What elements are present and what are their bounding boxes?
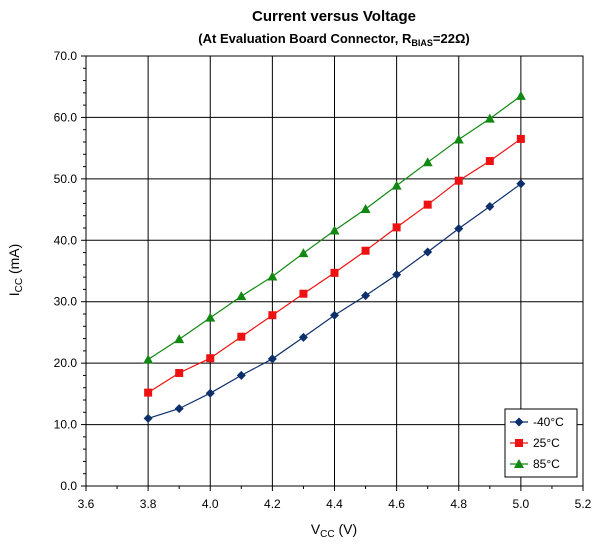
data-point-85c	[515, 90, 526, 100]
y-axis: 0.0 10.0 20.0 30.0 40.0 50.0 60.0 70.0	[54, 49, 86, 493]
series-group	[143, 90, 526, 423]
series-85c	[143, 90, 526, 364]
data-point-25c	[330, 268, 339, 277]
chart-subtitle-subscript: BIAS	[411, 38, 433, 48]
data-point-25c	[392, 223, 401, 232]
legend: -40°C 25°C 85°C	[504, 408, 578, 478]
data-point-40c	[267, 354, 277, 364]
x-axis-label: VCC (V)	[311, 521, 357, 540]
chart-title: Current versus Voltage	[252, 8, 416, 25]
data-point-25c	[206, 354, 215, 363]
x-tick-label: 4.0	[202, 497, 219, 511]
data-point-25c	[268, 311, 277, 320]
x-tick-label: 3.6	[78, 497, 95, 511]
y-tick-label: 30.0	[54, 295, 78, 309]
x-axis: 3.6 3.8 4.0 4.2 4.4 4.6 4.8 5.0 5.2	[78, 486, 592, 511]
legend-label-85c: 85°C	[533, 457, 560, 471]
x-axis-label-subscript: CC	[320, 529, 334, 540]
y-axis-label-suffix: (mA)	[6, 244, 22, 278]
series-40c	[143, 179, 526, 423]
x-tick-label: 4.8	[450, 497, 467, 511]
data-point-25c	[516, 134, 525, 143]
y-tick-label: 0.0	[60, 479, 77, 493]
data-point-40c	[361, 291, 371, 301]
data-point-25c	[361, 246, 370, 255]
data-point-40c	[454, 224, 464, 234]
x-tick-label: 4.2	[264, 497, 281, 511]
data-point-85c	[236, 291, 247, 301]
data-point-40c	[330, 310, 339, 320]
data-point-25c	[423, 200, 432, 209]
series-25c	[144, 134, 525, 397]
data-point-40c	[236, 370, 246, 380]
y-tick-label: 10.0	[54, 418, 78, 432]
data-point-85c	[267, 271, 278, 281]
legend-label-40c: -40°C	[533, 415, 564, 429]
data-point-85c	[360, 203, 371, 213]
data-point-40c	[485, 202, 495, 211]
legend-marker-85c	[514, 459, 524, 468]
y-tick-label: 50.0	[54, 172, 78, 186]
y-axis-label: ICC (mA)	[6, 244, 25, 297]
legend-label-25c: 25°C	[533, 436, 560, 450]
x-axis-label-suffix: (V)	[335, 521, 358, 537]
x-tick-label: 5.0	[513, 497, 530, 511]
data-point-40c	[423, 247, 433, 257]
data-point-40c	[298, 332, 308, 342]
y-tick-label: 60.0	[54, 110, 78, 124]
data-point-85c	[329, 225, 340, 235]
data-point-25c	[175, 368, 184, 377]
data-point-40c	[205, 388, 215, 398]
data-point-85c	[143, 354, 154, 364]
y-axis-label-main: I	[6, 292, 22, 296]
x-tick-label: 3.8	[140, 497, 157, 511]
chart-subtitle: (At Evaluation Board Connector, RBIAS=22…	[198, 31, 469, 48]
data-point-25c	[237, 332, 246, 341]
y-tick-label: 20.0	[54, 356, 78, 370]
data-point-25c	[299, 289, 308, 298]
data-point-40c	[392, 270, 402, 280]
data-point-85c	[205, 312, 216, 322]
data-point-85c	[298, 248, 309, 258]
data-point-40c	[516, 179, 526, 189]
legend-marker-40c	[514, 417, 524, 427]
data-point-85c	[484, 113, 495, 123]
data-point-25c	[454, 176, 463, 185]
x-tick-label: 5.2	[575, 497, 592, 511]
data-point-85c	[391, 180, 402, 190]
legend-marker-25c	[515, 439, 523, 447]
y-tick-label: 40.0	[54, 233, 78, 247]
x-axis-label-main: V	[311, 521, 321, 537]
data-point-85c	[453, 134, 464, 144]
data-point-25c	[144, 388, 153, 397]
chart-subtitle-prefix: (At Evaluation Board Connector, R	[198, 31, 412, 46]
x-tick-label: 4.4	[326, 497, 343, 511]
chart-subtitle-suffix: =22Ω)	[433, 31, 470, 46]
data-point-85c	[422, 157, 433, 167]
y-axis-label-subscript: CC	[14, 278, 25, 292]
data-point-40c	[143, 413, 153, 423]
data-point-40c	[174, 404, 184, 414]
y-tick-label: 70.0	[54, 49, 78, 63]
x-tick-label: 4.6	[388, 497, 405, 511]
data-point-85c	[174, 334, 185, 344]
data-point-25c	[485, 157, 494, 166]
